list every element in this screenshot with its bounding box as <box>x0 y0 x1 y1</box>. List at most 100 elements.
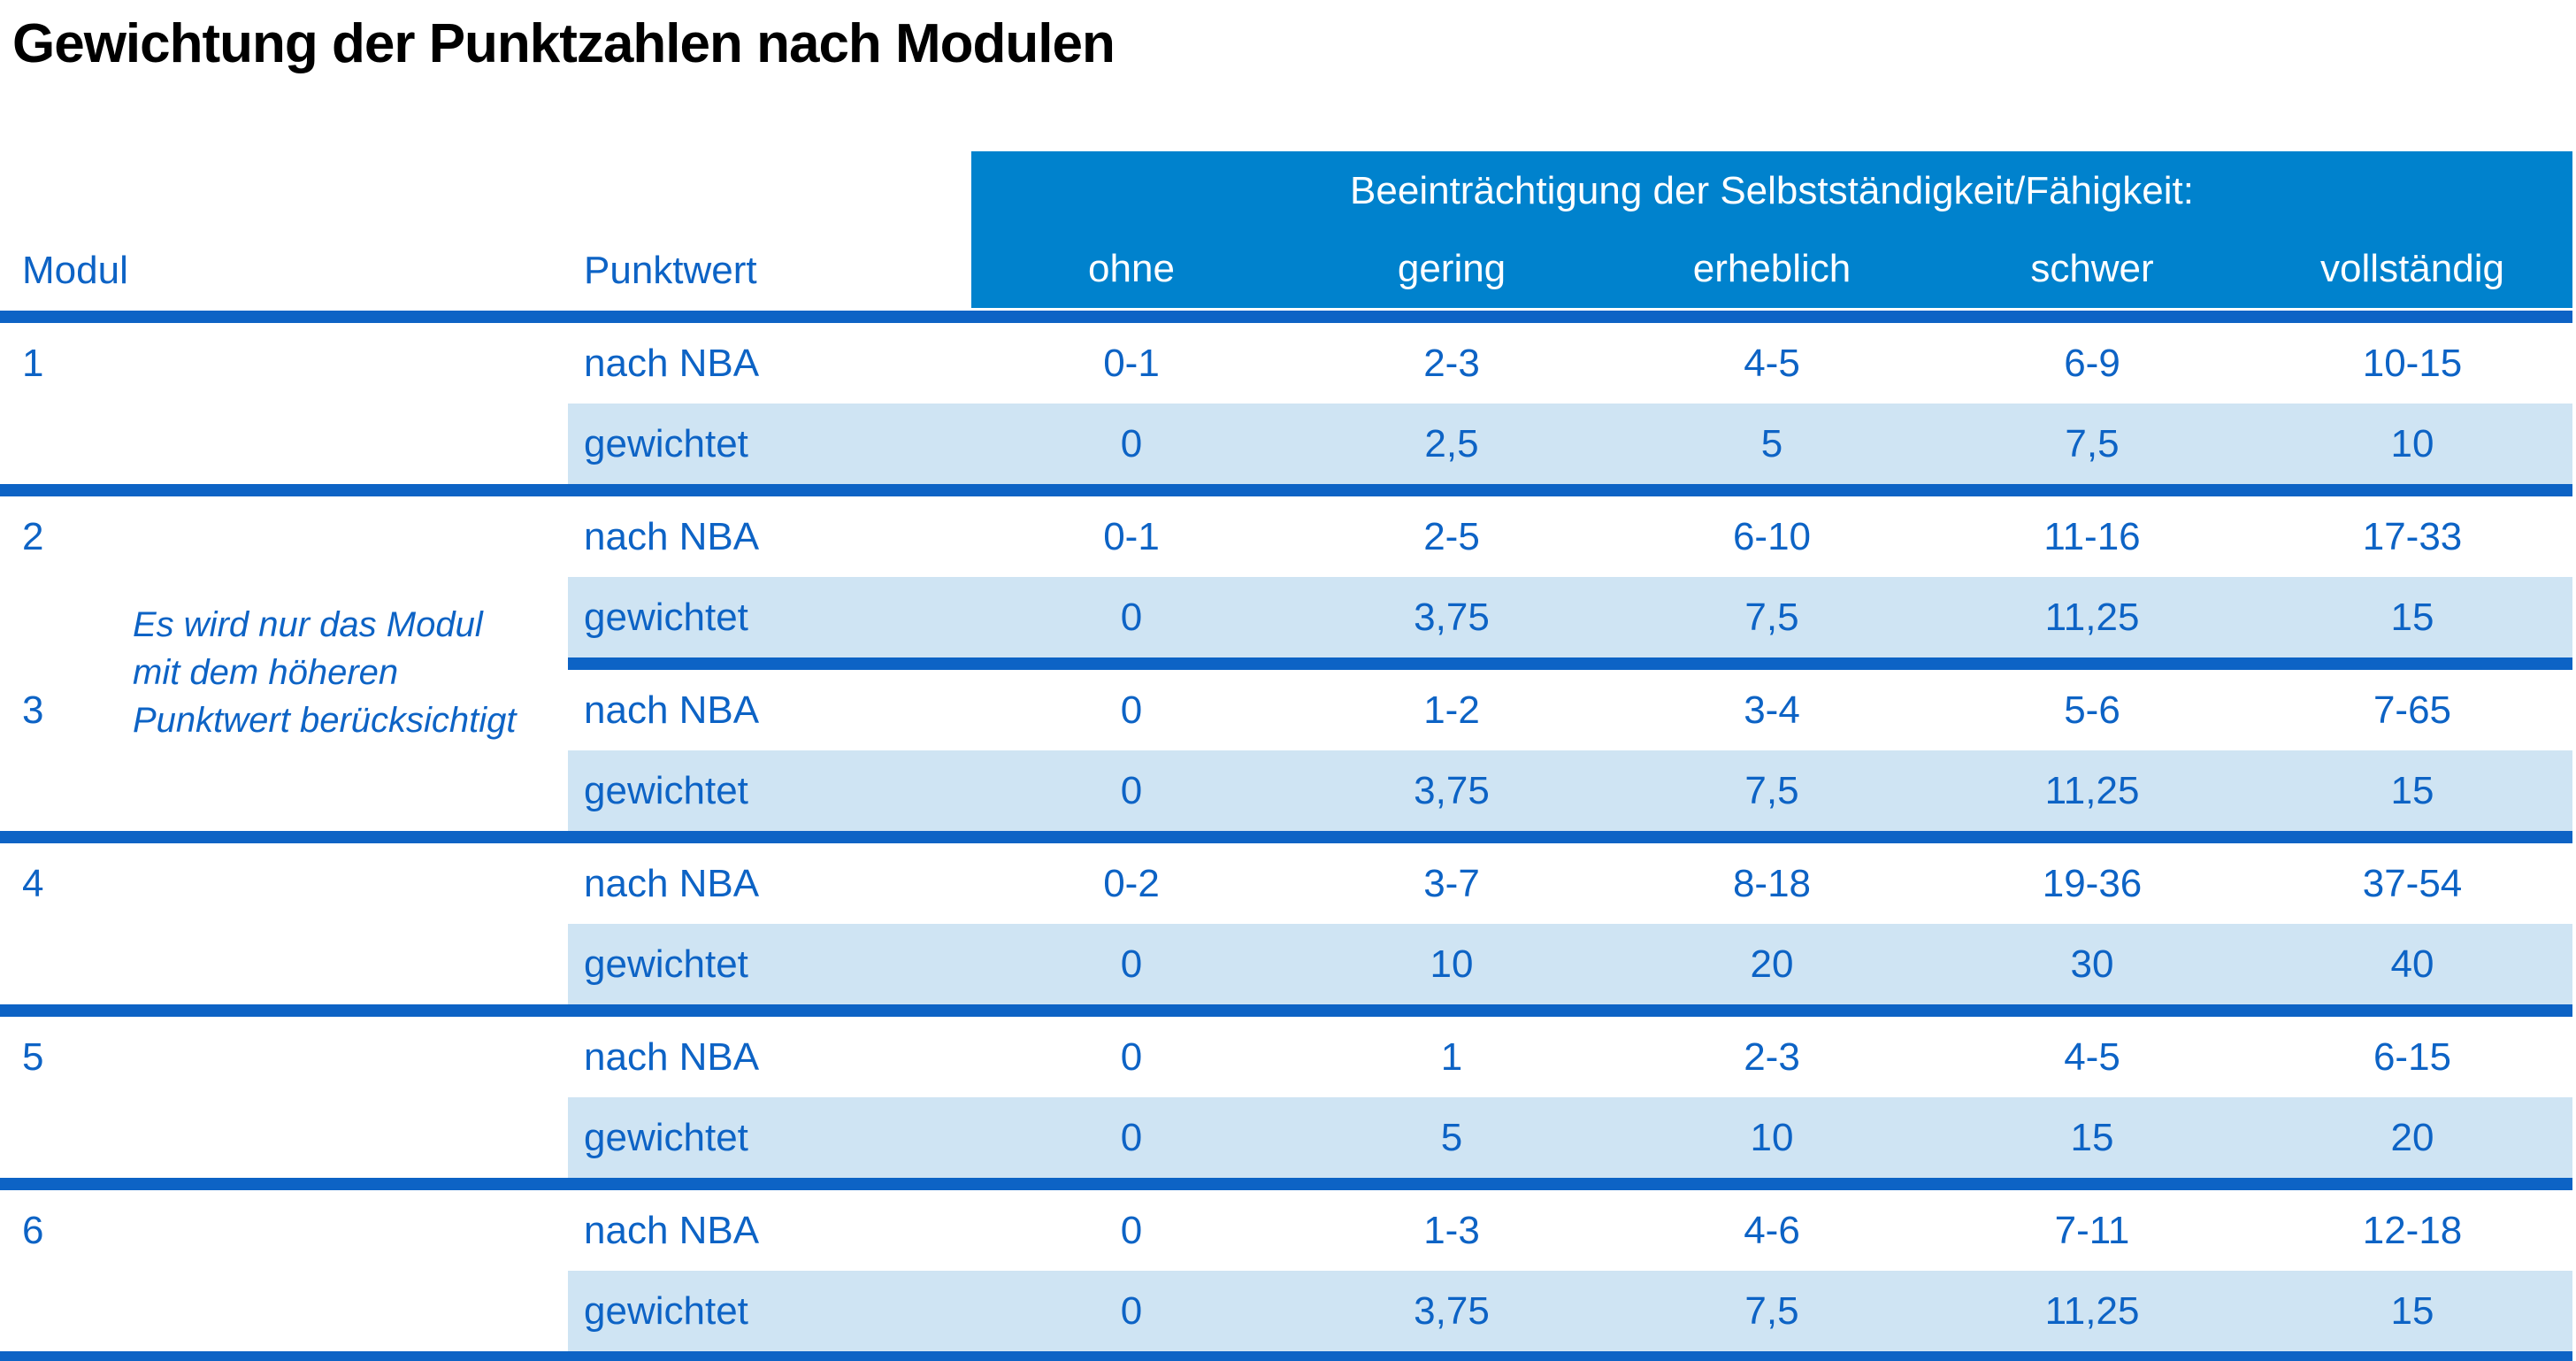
module-1-group: 1 nach NBA 0-1 2-3 4-5 6-9 10-15 gewicht… <box>0 323 2572 484</box>
module-2-number: 2 <box>22 514 44 558</box>
m6-weighted-0: 0 <box>971 1271 1292 1351</box>
spacer <box>0 924 568 1004</box>
group-divider <box>0 1178 2572 1190</box>
m2-nba-2: 6-10 <box>1732 514 1812 558</box>
m2-weighted-1: 3,75 <box>1292 577 1612 657</box>
m1-nba-4: 10-15 <box>2362 341 2463 385</box>
m2-weighted-4: 15 <box>2252 577 2572 657</box>
severity-header-band: Beeinträchtigung der Selbstständigkeit/F… <box>971 151 2572 311</box>
spacer <box>0 750 568 831</box>
module-1-number: 1 <box>22 341 44 385</box>
weighting-table: Modul Punktwert Beeinträchtigung der Sel… <box>0 151 2572 1361</box>
column-header-modul: Modul <box>22 248 128 292</box>
m2-nba-row-label: nach NBA <box>584 514 760 558</box>
m2-nba-4: 17-33 <box>2362 514 2463 558</box>
m6-nba-1: 1-3 <box>1423 1208 1480 1252</box>
severity-header-gering: gering <box>1397 247 1506 290</box>
module-5-group: 5 nach NBA 0 1 2-3 4-5 6-15 gewichtet 0 … <box>0 1017 2572 1178</box>
table-header: Modul Punktwert Beeinträchtigung der Sel… <box>0 151 2572 311</box>
m4-nba-0: 0-2 <box>1103 861 1160 905</box>
module-2-3-partial-divider <box>568 657 2572 670</box>
m5-weighted-4: 20 <box>2252 1097 2572 1178</box>
severity-header-erheblich: erheblich <box>1692 247 1852 290</box>
m2-weighted-3: 11,25 <box>1932 577 2252 657</box>
m6-weighted-1: 3,75 <box>1292 1271 1612 1351</box>
m1-nba-3: 6-9 <box>2064 341 2120 385</box>
m6-weighted-2: 7,5 <box>1612 1271 1932 1351</box>
m4-nba-3: 19-36 <box>2042 861 2143 905</box>
module-2-3-group: 2 nach NBA 0-1 2-5 6-10 11-16 17-33 gewi… <box>0 496 2572 831</box>
m3-nba-1: 1-2 <box>1423 688 1480 732</box>
severity-header-schwer: schwer <box>2030 247 2154 290</box>
m5-nba-row-label: nach NBA <box>584 1034 760 1079</box>
m6-nba-3: 7-11 <box>2054 1208 2130 1252</box>
m5-nba-4: 6-15 <box>2373 1034 2452 1079</box>
m6-nba-4: 12-18 <box>2362 1208 2463 1252</box>
m2-weighted-2: 7,5 <box>1612 577 1932 657</box>
spacer <box>0 1271 568 1351</box>
m5-nba-1: 1 <box>1440 1034 1463 1079</box>
m4-weighted-4: 40 <box>2252 924 2572 1004</box>
m1-nba-row-label: nach NBA <box>584 341 760 385</box>
m1-nba-0: 0-1 <box>1103 341 1160 385</box>
m3-nba-4: 7-65 <box>2373 688 2452 732</box>
m1-weighted-2: 5 <box>1612 404 1932 484</box>
m5-weighted-3: 15 <box>1932 1097 2252 1178</box>
group-divider <box>0 484 2572 496</box>
m4-weighted-3: 30 <box>1932 924 2252 1004</box>
m3-nba-row-label: nach NBA <box>584 688 760 732</box>
m6-nba-row-label: nach NBA <box>584 1208 760 1252</box>
m5-nba-3: 4-5 <box>2064 1034 2120 1079</box>
m5-nba-0: 0 <box>1120 1034 1143 1079</box>
m5-weighted-1: 5 <box>1292 1097 1612 1178</box>
page-title: Gewichtung der Punktzahlen nach Modulen <box>12 13 1116 74</box>
m4-nba-2: 8-18 <box>1732 861 1812 905</box>
note-line-1: Es wird nur das Modul <box>133 605 483 644</box>
spacer <box>0 1097 568 1178</box>
severity-header-vollstaendig: vollständig <box>2320 247 2504 290</box>
m3-nba-0: 0 <box>1120 688 1143 732</box>
column-header-punktwert: Punktwert <box>584 248 757 292</box>
m6-weighted-3: 11,25 <box>1932 1271 2252 1351</box>
severity-band-title: Beeinträchtigung der Selbstständigkeit/F… <box>1350 168 2194 212</box>
m4-nba-row-label: nach NBA <box>584 861 760 905</box>
group-divider <box>0 1351 2572 1361</box>
m3-weighted-2: 7,5 <box>1612 750 1932 831</box>
m6-weighted-4: 15 <box>2252 1271 2572 1351</box>
m4-weighted-2: 20 <box>1612 924 1932 1004</box>
m5-weighted-0: 0 <box>971 1097 1292 1178</box>
group-divider <box>0 831 2572 843</box>
m4-weighted-row-label: gewichtet <box>568 924 971 1004</box>
module-6-number: 6 <box>22 1208 44 1252</box>
m3-weighted-0: 0 <box>971 750 1292 831</box>
m3-weighted-4: 15 <box>2252 750 2572 831</box>
spacer <box>0 404 568 484</box>
m1-nba-2: 4-5 <box>1744 341 1800 385</box>
m1-weighted-row-label: gewichtet <box>568 404 971 484</box>
module-5-number: 5 <box>22 1034 44 1079</box>
m1-weighted-1: 2,5 <box>1292 404 1612 484</box>
module-3-number: 3 <box>22 688 44 732</box>
severity-levels-row: ohne gering erheblich schwer vollständig <box>971 230 2572 308</box>
m2-nba-1: 2-5 <box>1423 514 1480 558</box>
m5-nba-2: 2-3 <box>1744 1034 1800 1079</box>
m2-nba-3: 11-16 <box>2043 514 2141 558</box>
m4-nba-1: 3-7 <box>1423 861 1480 905</box>
m4-weighted-0: 0 <box>971 924 1292 1004</box>
m2-weighted-row-label: gewichtet <box>568 577 971 657</box>
m1-nba-1: 2-3 <box>1423 341 1480 385</box>
group-divider <box>0 1004 2572 1017</box>
m6-nba-0: 0 <box>1120 1208 1143 1252</box>
m3-weighted-row-label: gewichtet <box>568 750 971 831</box>
higher-score-note: Es wird nur das Modul mit dem höheren Pu… <box>133 601 610 744</box>
m6-weighted-row-label: gewichtet <box>568 1271 971 1351</box>
m5-weighted-row-label: gewichtet <box>568 1097 971 1178</box>
m4-nba-4: 37-54 <box>2362 861 2463 905</box>
m1-weighted-4: 10 <box>2252 404 2572 484</box>
m1-weighted-3: 7,5 <box>1932 404 2252 484</box>
m6-nba-2: 4-6 <box>1744 1208 1800 1252</box>
m3-nba-2: 3-4 <box>1744 688 1800 732</box>
module-4-group: 4 nach NBA 0-2 3-7 8-18 19-36 37-54 gewi… <box>0 843 2572 1004</box>
m2-weighted-0: 0 <box>971 577 1292 657</box>
module-6-group: 6 nach NBA 0 1-3 4-6 7-11 12-18 gewichte… <box>0 1190 2572 1351</box>
